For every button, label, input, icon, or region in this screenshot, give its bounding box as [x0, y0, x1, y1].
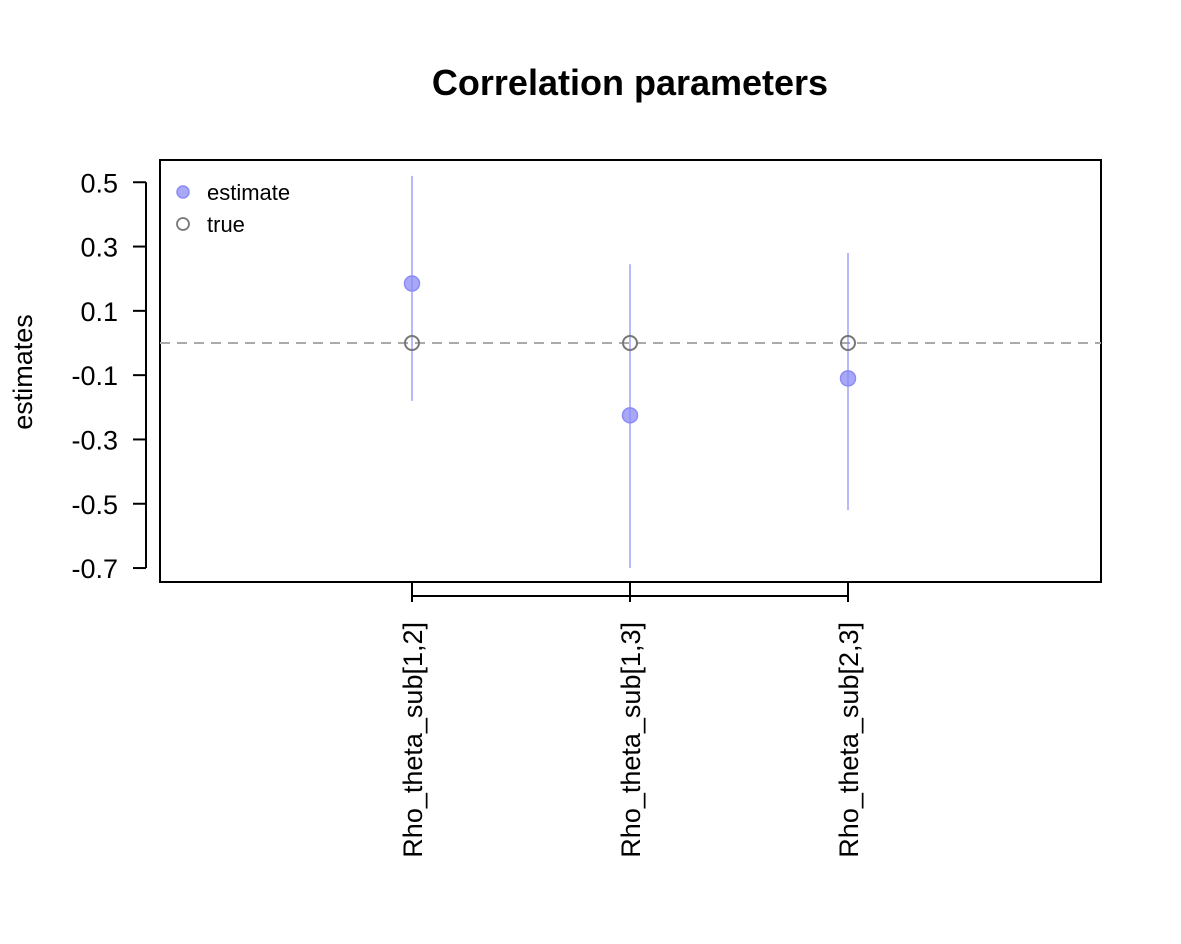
x-axis: Rho_theta_sub[1,2] Rho_theta_sub[1,3] Rho_… [398, 582, 864, 858]
estimate-point [621, 407, 639, 424]
legend-estimate-marker [176, 185, 190, 199]
y-axis: 0.5 0.3 0.1 -0.1 -0.3 -0.5 -0.7 [71, 168, 147, 584]
legend-true-label: true [207, 212, 245, 237]
y-tick-label: -0.1 [71, 361, 118, 391]
x-tick-label: Rho_theta_sub[1,3] [616, 622, 646, 858]
y-tick-label: 0.1 [80, 297, 118, 327]
y-tick-label: -0.7 [71, 554, 118, 584]
true-point [840, 335, 856, 351]
legend: estimate true [176, 180, 290, 237]
y-tick-label: 0.3 [80, 233, 118, 263]
true-point [404, 335, 420, 351]
estimate-point [839, 370, 857, 387]
x-tick-label: Rho_theta_sub[2,3] [834, 622, 864, 858]
x-tick-label: Rho_theta_sub[1,2] [398, 622, 428, 858]
chart-title: Correlation parameters [432, 62, 828, 103]
legend-true-marker [176, 217, 190, 231]
true-point [622, 335, 638, 351]
y-axis-title: estimates [8, 314, 38, 430]
y-tick-label: 0.5 [80, 168, 118, 198]
y-tick-label: -0.5 [71, 490, 118, 520]
legend-estimate-label: estimate [207, 180, 290, 205]
data-marks [403, 175, 857, 569]
estimate-point [403, 275, 421, 292]
y-tick-label: -0.3 [71, 425, 118, 455]
